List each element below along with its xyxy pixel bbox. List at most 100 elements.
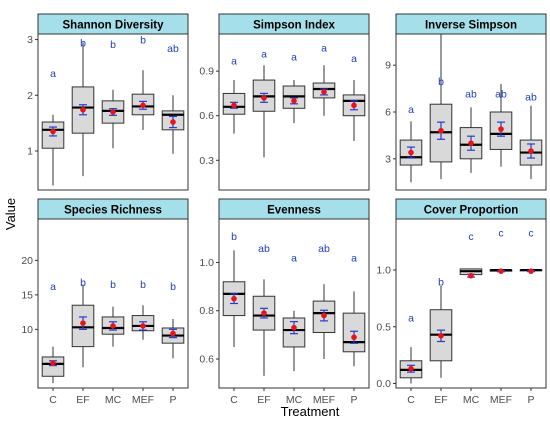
mean-point (110, 323, 116, 329)
x-tick-label: P (527, 394, 534, 406)
significance-letter: ab (495, 88, 507, 100)
mean-point (528, 148, 534, 154)
mean-point (80, 320, 86, 326)
mean-point (468, 140, 474, 146)
y-tick-label: 15 (21, 289, 33, 301)
significance-letter: ab (167, 43, 179, 55)
significance-letter: b (438, 76, 444, 88)
significance-letter: b (80, 37, 86, 49)
significance-letter: b (140, 35, 146, 47)
mean-point (351, 334, 357, 341)
y-tick-label: 9 (385, 60, 391, 72)
panel-cover-proportion: Cover Proportion 0.0 0.5 1.0 C EF MC MEF Pa b c c c (376, 198, 547, 406)
significance-letter: a (261, 48, 267, 60)
significance-letter: a (408, 313, 414, 325)
significance-letter: a (351, 253, 357, 265)
significance-letter: b (110, 39, 116, 51)
panel-simpson-index: Simpson Index 0.3 0.6 0.9 a a a a a (199, 13, 370, 191)
mean-point (408, 149, 414, 156)
significance-letter: c (468, 231, 473, 243)
panel-title: Species Richness (64, 205, 162, 217)
mean-point (170, 119, 176, 125)
significance-letter: a (321, 42, 327, 54)
panel-title: Evenness (267, 205, 321, 217)
significance-letter: b (80, 277, 86, 289)
y-tick-label: 0.9 (199, 66, 214, 78)
x-tick-label: EF (434, 394, 447, 406)
x-tick-label: MEF (132, 394, 154, 406)
mean-point (468, 272, 474, 279)
x-tick-label: MEF (313, 394, 335, 406)
mean-point (261, 95, 267, 101)
panel-evenness: Evenness 0.6 0.8 1.0 C EF MC MEF Pb ab a ab a (199, 198, 370, 406)
mean-point (498, 268, 504, 274)
panel-species-richness: Species Richness 10 15 20 C EF MC MEF Pa b b b b (21, 198, 189, 406)
mean-point (50, 128, 56, 135)
x-tick-label: EF (257, 394, 270, 406)
panel-title: Cover Proportion (424, 205, 519, 217)
y-tick-label: 0.3 (199, 155, 214, 167)
y-axis-title: Value (3, 198, 18, 230)
y-tick-label: 1 (27, 146, 33, 158)
significance-letter: b (140, 279, 146, 291)
y-tick-label: 0.0 (376, 378, 391, 390)
significance-letter: a (291, 253, 297, 265)
mean-point (291, 324, 297, 331)
mean-point (438, 333, 444, 339)
x-tick-label: MC (105, 394, 122, 406)
x-tick-label: MEF (490, 394, 512, 406)
y-tick-label: 0.6 (199, 354, 214, 366)
y-tick-label: 10 (21, 324, 33, 336)
mean-point (528, 268, 534, 274)
x-tick-label: C (230, 394, 238, 406)
y-tick-label: 3 (27, 34, 33, 46)
significance-letter: b (170, 281, 176, 293)
mean-point (110, 109, 116, 115)
mean-point (321, 312, 327, 319)
y-tick-label: 2 (27, 90, 33, 102)
mean-point (321, 89, 327, 95)
significance-letter: a (408, 104, 414, 116)
x-tick-label: C (407, 394, 415, 406)
mean-point (50, 360, 56, 366)
mean-point (140, 102, 146, 109)
box (41, 356, 65, 377)
significance-letter: ab (465, 88, 477, 100)
panel-title: Shannon Diversity (63, 20, 165, 32)
significance-letter: ab (525, 91, 537, 103)
y-tick-label: 1.0 (199, 257, 214, 269)
panel-title: Simpson Index (253, 20, 335, 32)
x-axis-title: Treatment (281, 404, 340, 419)
significance-letter: ab (318, 243, 330, 255)
mean-point (170, 330, 176, 337)
panel-border (395, 218, 547, 389)
significance-letter: a (50, 68, 56, 80)
mean-point (261, 310, 267, 316)
significance-letter: a (351, 53, 357, 65)
mean-point (351, 102, 357, 109)
significance-letter: b (438, 276, 444, 288)
mean-point (231, 295, 237, 302)
mean-point (291, 98, 297, 104)
mean-point (498, 126, 504, 132)
y-tick-label: 1.0 (376, 265, 391, 277)
significance-letter: a (50, 281, 56, 293)
significance-letter: b (231, 231, 237, 243)
significance-letter: b (110, 279, 116, 291)
x-tick-label: MC (286, 394, 303, 406)
y-tick-label: 20 (21, 255, 33, 267)
mean-point (438, 127, 444, 134)
mean-point (80, 106, 86, 113)
y-tick-label: 0.6 (199, 110, 214, 122)
y-tick-label: 6 (385, 107, 391, 119)
x-tick-label: C (49, 394, 57, 406)
panel-title: Inverse Simpson (425, 20, 517, 32)
mean-point (231, 102, 237, 109)
y-tick-label: 0.8 (199, 305, 214, 317)
x-tick-label: MC (463, 394, 480, 406)
y-tick-label: 3 (385, 153, 391, 165)
significance-letter: c (498, 228, 503, 240)
